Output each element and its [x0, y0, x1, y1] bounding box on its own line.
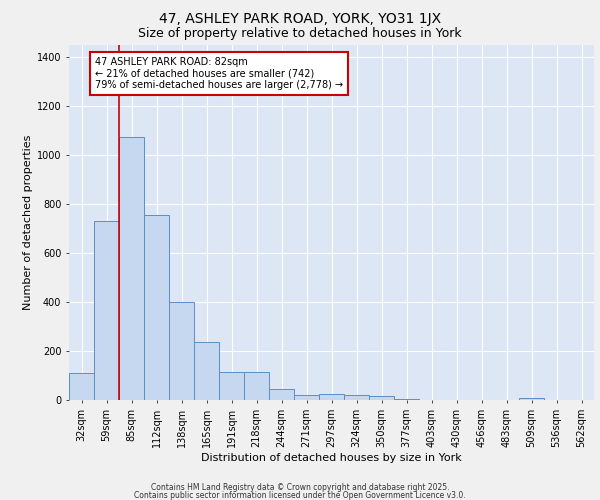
Bar: [394, 399, 419, 400]
Text: Contains HM Land Registry data © Crown copyright and database right 2025.: Contains HM Land Registry data © Crown c…: [151, 483, 449, 492]
Bar: [344, 395, 369, 400]
Bar: [194, 342, 219, 400]
Bar: [244, 372, 269, 400]
Text: 47, ASHLEY PARK ROAD, YORK, YO31 1JX: 47, ASHLEY PARK ROAD, YORK, YO31 1JX: [159, 12, 441, 26]
Text: Size of property relative to detached houses in York: Size of property relative to detached ho…: [138, 28, 462, 40]
Bar: [169, 302, 194, 400]
Bar: [269, 389, 294, 400]
Bar: [119, 137, 144, 400]
Bar: [94, 222, 119, 400]
Y-axis label: Number of detached properties: Number of detached properties: [23, 135, 32, 310]
Bar: [319, 394, 344, 400]
Bar: [369, 396, 394, 400]
Bar: [219, 372, 244, 400]
X-axis label: Distribution of detached houses by size in York: Distribution of detached houses by size …: [201, 452, 462, 462]
Text: 47 ASHLEY PARK ROAD: 82sqm
← 21% of detached houses are smaller (742)
79% of sem: 47 ASHLEY PARK ROAD: 82sqm ← 21% of deta…: [95, 57, 343, 90]
Bar: [519, 398, 544, 400]
Bar: [144, 215, 169, 400]
Text: Contains public sector information licensed under the Open Government Licence v3: Contains public sector information licen…: [134, 492, 466, 500]
Bar: [69, 373, 94, 400]
Bar: [294, 395, 319, 400]
